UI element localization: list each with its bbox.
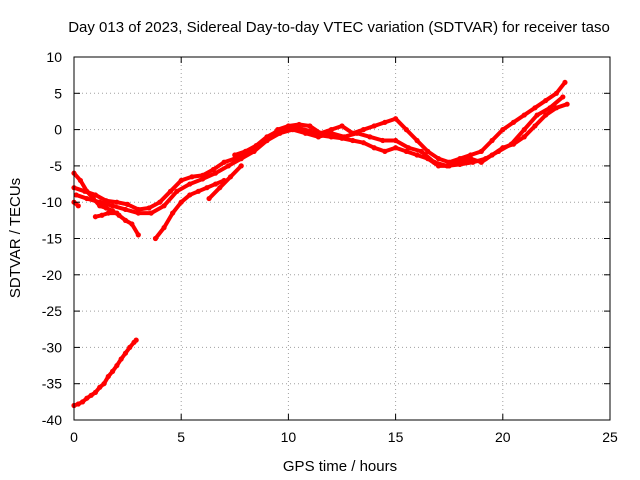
data-point [562, 79, 568, 86]
series-track-6 [152, 177, 227, 242]
series-track-9 [71, 337, 139, 409]
series-track-5 [92, 210, 120, 220]
series-segment [162, 189, 179, 208]
data-point [564, 101, 570, 107]
y-tick-label: 10 [46, 49, 62, 65]
x-tick-label: 20 [495, 429, 511, 445]
y-tick-label: -20 [42, 267, 62, 283]
data-point [114, 210, 120, 216]
data-layer [71, 79, 570, 409]
series-track-3 [232, 101, 570, 169]
y-tick-label: 0 [54, 122, 62, 138]
data-point [560, 94, 566, 100]
series-track-8 [71, 199, 81, 209]
y-tick-label: -35 [42, 376, 62, 392]
x-tick-label: 5 [177, 429, 185, 445]
series-segment [547, 94, 565, 110]
series-track-1 [71, 79, 568, 213]
series-segment [252, 138, 269, 154]
y-axis-label: SDTVAR / TECUs [7, 178, 24, 298]
y-tick-label: -15 [42, 231, 62, 247]
y-tick-label: -40 [42, 412, 62, 428]
series-track-7 [206, 163, 244, 202]
x-tick-label: 25 [602, 429, 618, 445]
x-tick-label: 15 [388, 429, 404, 445]
series-segment [522, 113, 540, 132]
series-segment [162, 211, 175, 230]
chart-title: Day 013 of 2023, Sidereal Day-to-day VTE… [68, 19, 610, 36]
data-point [133, 337, 139, 343]
x-axis-label: GPS time / hours [283, 458, 397, 475]
y-tick-label: -30 [42, 339, 62, 355]
data-point [75, 203, 81, 209]
x-tick-label: 0 [70, 429, 78, 445]
data-point [238, 163, 244, 169]
data-point [135, 232, 141, 238]
y-tick-label: 5 [54, 85, 62, 101]
y-tick-label: -5 [50, 158, 63, 174]
axes: 0 5 10 15 20 25 -40 -35 -30 -25 -20 -15 -10 -5 0 5 10 [42, 49, 618, 445]
y-tick-label: -10 [42, 194, 62, 210]
y-tick-label: -25 [42, 303, 62, 319]
x-tick-label: 10 [281, 429, 297, 445]
